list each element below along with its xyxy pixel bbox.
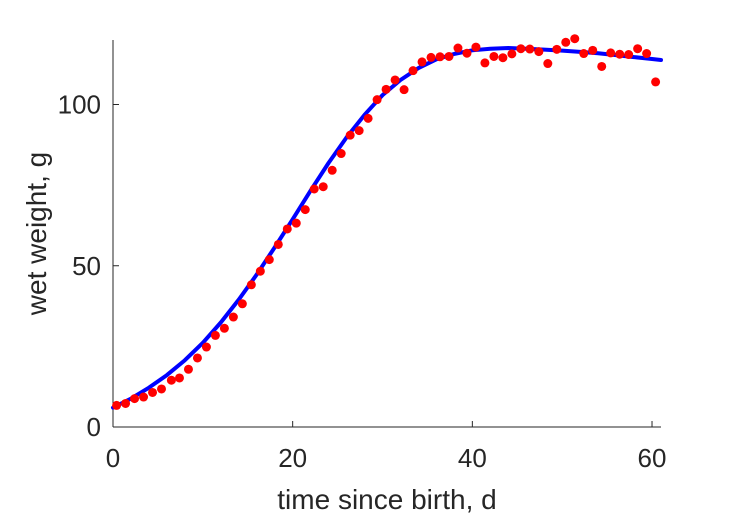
data-point [633,44,643,54]
data-point [363,113,373,123]
data-point [121,398,131,408]
x-tick-label: 0 [106,443,120,473]
data-points [112,34,661,410]
data-point [480,58,490,68]
data-point [228,312,238,322]
data-point [273,239,283,249]
data-point [489,51,499,61]
data-point [615,49,625,59]
data-point [174,373,184,383]
data-point [453,43,463,53]
data-point [112,400,122,410]
data-point [336,149,346,159]
y-tick-label: 50 [72,251,101,281]
data-point [157,384,167,394]
data-point [543,59,553,69]
data-point [246,280,256,290]
data-point [166,375,176,385]
y-tick-label: 0 [87,412,101,442]
data-point [282,224,292,234]
data-point [264,255,274,265]
data-point [381,84,391,94]
data-point [219,323,229,333]
data-point [516,44,526,54]
data-point [255,266,265,276]
data-point [148,387,158,397]
data-point [210,330,220,340]
data-point [300,205,310,215]
data-point [462,48,472,58]
plot-area: 0 20 40 60 0 50 100 [58,34,667,474]
data-point [345,130,355,140]
data-point [534,47,544,57]
data-point [291,218,301,228]
data-point [327,165,337,175]
data-point [597,61,607,71]
data-point [354,126,364,136]
data-point [192,353,202,363]
data-point [183,364,193,374]
data-point [471,42,481,52]
x-tick-label: 20 [278,443,307,473]
data-point [426,52,436,62]
data-point [201,342,211,352]
data-point [561,37,571,47]
data-point [552,44,562,54]
x-axis-label: time since birth, d [277,484,496,515]
data-point [435,52,445,62]
x-tick-label: 60 [638,443,667,473]
data-point [130,394,140,404]
data-point [399,85,409,95]
data-point [525,44,535,54]
data-point [606,48,616,58]
ticks: 0 20 40 60 0 50 100 [58,90,667,474]
data-point [390,75,400,85]
data-point [579,49,589,59]
data-point [651,77,661,87]
x-tick-label: 40 [458,443,487,473]
fit-curve-line [111,46,663,410]
data-point [408,66,418,76]
data-point [570,34,580,44]
data-point [139,392,149,402]
data-point [588,45,598,55]
data-point [498,53,508,63]
data-point [318,182,328,192]
y-tick-label: 100 [58,90,101,120]
data-point [642,49,652,59]
data-point [372,95,382,105]
data-point [444,51,454,61]
y-axis-label: wet weight, g [21,152,52,316]
data-point [507,49,517,59]
data-point [309,184,319,194]
data-point [237,299,247,309]
data-point [417,57,427,67]
data-point [624,50,634,60]
